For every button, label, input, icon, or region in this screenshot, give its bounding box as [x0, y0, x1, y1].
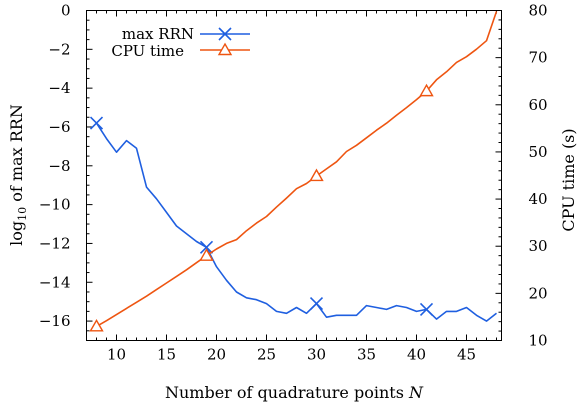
legend-label-cpu-time: CPU time	[111, 42, 184, 60]
series-line-max-rrn	[95, 122, 497, 322]
x-tick-label: 15	[157, 346, 176, 364]
y-left-tick-label: −2	[48, 40, 70, 58]
marker-x-icon	[89, 116, 104, 130]
y-right-tick-label: 80	[529, 2, 548, 20]
data-point-max-rrn	[89, 116, 104, 130]
marker-x-icon	[199, 240, 214, 254]
y-left-tick-label: −16	[39, 312, 71, 330]
y-right-tick-label: 40	[529, 190, 548, 208]
y-left-tick-label: −4	[48, 79, 70, 97]
y-axis-label-left: log10 of max RRN	[7, 104, 29, 246]
data-point-cpu-time	[199, 248, 214, 261]
x-axis-label: Number of quadrature points N	[165, 383, 424, 402]
data-point-cpu-time	[309, 168, 324, 182]
series-layer	[89, 11, 498, 332]
x-tick-label: 20	[207, 346, 226, 364]
x-tick-label: 25	[257, 346, 276, 364]
y-left-tick-label: −12	[39, 234, 71, 252]
y-right-tick-label: 60	[529, 96, 548, 114]
data-point-cpu-time	[419, 83, 434, 97]
y-left-tick-label: 0	[61, 2, 71, 20]
y-left-tick-label: −6	[48, 118, 70, 136]
plot-frame	[86, 10, 502, 341]
y-right-tick-label: 70	[529, 49, 548, 67]
marker-x-icon	[309, 297, 324, 311]
data-point-max-rrn	[199, 240, 214, 254]
x-tick-label: 40	[407, 346, 426, 364]
y-right-tick-label: 30	[529, 237, 548, 255]
y-axis-label-right: CPU time (s)	[559, 128, 578, 231]
data-point-max-rrn	[309, 297, 324, 311]
marker-x-icon	[218, 27, 232, 41]
x-tick-label: 35	[357, 346, 376, 364]
y-right-tick-label: 10	[529, 332, 548, 350]
legend-marker-cpu-time	[217, 42, 233, 56]
data-point-max-rrn	[419, 302, 434, 317]
y-right-tick-label: 20	[529, 284, 548, 302]
y-right-tick-label: 50	[529, 143, 548, 161]
legend-marker-icon	[218, 27, 232, 41]
ticks-layer: 10 15 20 25 30 35 40 45 0 −2 −4 −6 −8 −10 −12 −14 −16 10 2…	[39, 2, 548, 364]
marker-x-icon	[419, 302, 434, 317]
legend: max RRN CPU time	[111, 25, 250, 60]
x-tick-label: 10	[107, 346, 126, 364]
x-tick-label: 30	[307, 346, 326, 364]
y-left-tick-label: −10	[39, 196, 71, 214]
data-point-cpu-time	[89, 318, 104, 332]
y-left-tick-label: −14	[39, 273, 71, 291]
series-line-cpu-time	[96, 11, 498, 328]
y-left-tick-label: −8	[48, 157, 70, 175]
legend-marker-max-rrn	[218, 27, 232, 41]
x-tick-label: 45	[457, 346, 476, 364]
legend-label-max-rrn: max RRN	[122, 25, 194, 43]
legend-marker-icon	[217, 42, 233, 56]
